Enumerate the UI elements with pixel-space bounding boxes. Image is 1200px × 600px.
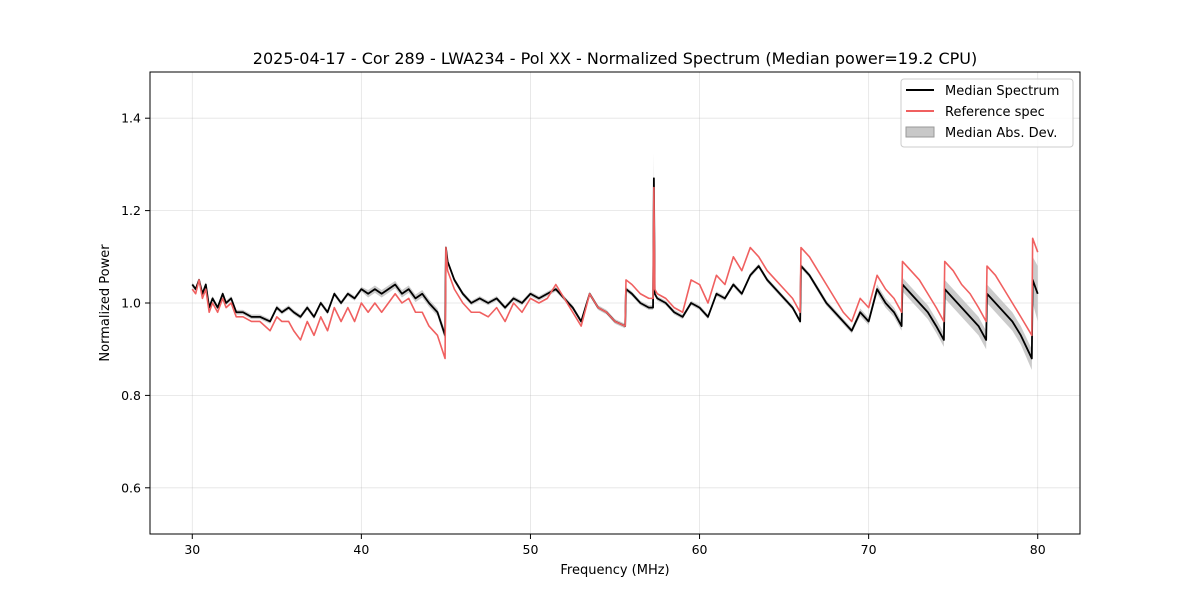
y-tick-label: 1.0 bbox=[121, 296, 141, 311]
legend-reference-label: Reference spec bbox=[945, 105, 1045, 120]
legend-median-label: Median Spectrum bbox=[945, 84, 1059, 99]
x-tick-label: 70 bbox=[861, 542, 877, 557]
x-tick-label: 60 bbox=[692, 542, 708, 557]
chart-title: 2025-04-17 - Cor 289 - LWA234 - Pol XX -… bbox=[253, 49, 977, 68]
x-tick-label: 50 bbox=[523, 542, 539, 557]
legend: Median Spectrum Reference spec Median Ab… bbox=[900, 78, 1074, 148]
y-axis-label: Normalized Power bbox=[98, 244, 113, 362]
plot-area bbox=[191, 152, 1039, 370]
x-tick-label: 30 bbox=[184, 542, 200, 557]
legend-mad-swatch bbox=[905, 126, 935, 138]
x-tick-label: 40 bbox=[353, 542, 369, 557]
legend-mad-label: Median Abs. Dev. bbox=[945, 126, 1057, 141]
y-tick-label: 0.6 bbox=[121, 480, 141, 495]
x-axis-label: Frequency (MHz) bbox=[560, 563, 669, 578]
y-tick-label: 1.2 bbox=[121, 203, 141, 218]
x-tick-label: 80 bbox=[1030, 542, 1046, 557]
y-tick-label: 0.8 bbox=[121, 388, 141, 403]
ticks: 30 40 50 60 70 80 0.6 0.8 1.0 1.2 1.4 bbox=[121, 111, 1046, 557]
reference-spec-line bbox=[191, 186, 1039, 360]
y-tick-label: 1.4 bbox=[121, 111, 141, 126]
legend-box bbox=[900, 78, 1074, 148]
